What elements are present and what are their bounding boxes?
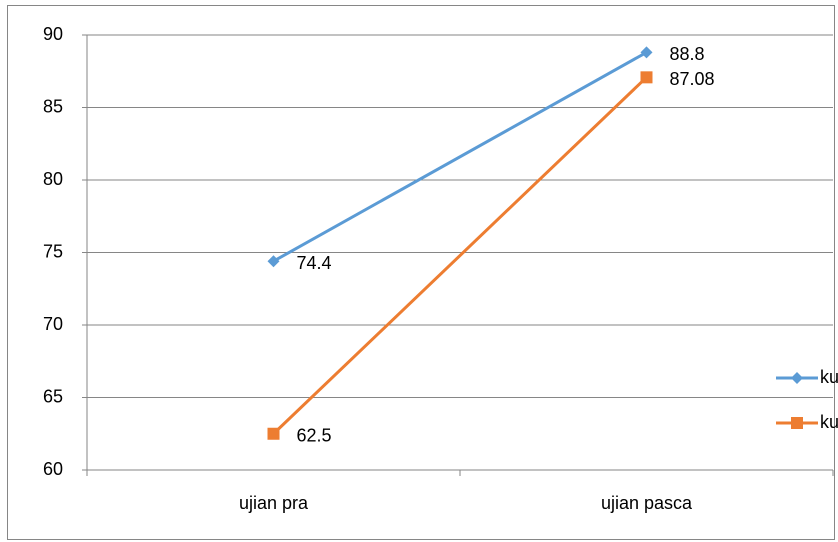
data-point: [640, 71, 653, 84]
x-tick-label: ujian pra: [239, 493, 309, 513]
legend-marker: [791, 372, 803, 384]
legend-label: kumpulan 1: [820, 367, 838, 387]
data-label: 74.4: [297, 253, 332, 273]
y-tick-label: 90: [43, 24, 63, 44]
data-point: [267, 255, 280, 268]
y-tick-label: 70: [43, 314, 63, 334]
legend-label: kumpulan 2: [820, 412, 838, 432]
data-label: 62.5: [297, 426, 332, 446]
series-line: [272, 76, 648, 435]
x-tick-label: ujian pasca: [601, 493, 693, 513]
data-label: 87.08: [670, 69, 715, 89]
y-tick-label: 85: [43, 96, 63, 116]
data-label: 88.8: [670, 44, 705, 64]
legend-marker: [791, 417, 803, 429]
series-line: [272, 51, 648, 263]
data-point: [267, 427, 280, 440]
data-point: [640, 46, 653, 59]
y-tick-label: 60: [43, 459, 63, 479]
chart-border: [7, 5, 835, 540]
y-tick-label: 65: [43, 386, 63, 406]
y-tick-label: 75: [43, 241, 63, 261]
y-tick-label: 80: [43, 169, 63, 189]
